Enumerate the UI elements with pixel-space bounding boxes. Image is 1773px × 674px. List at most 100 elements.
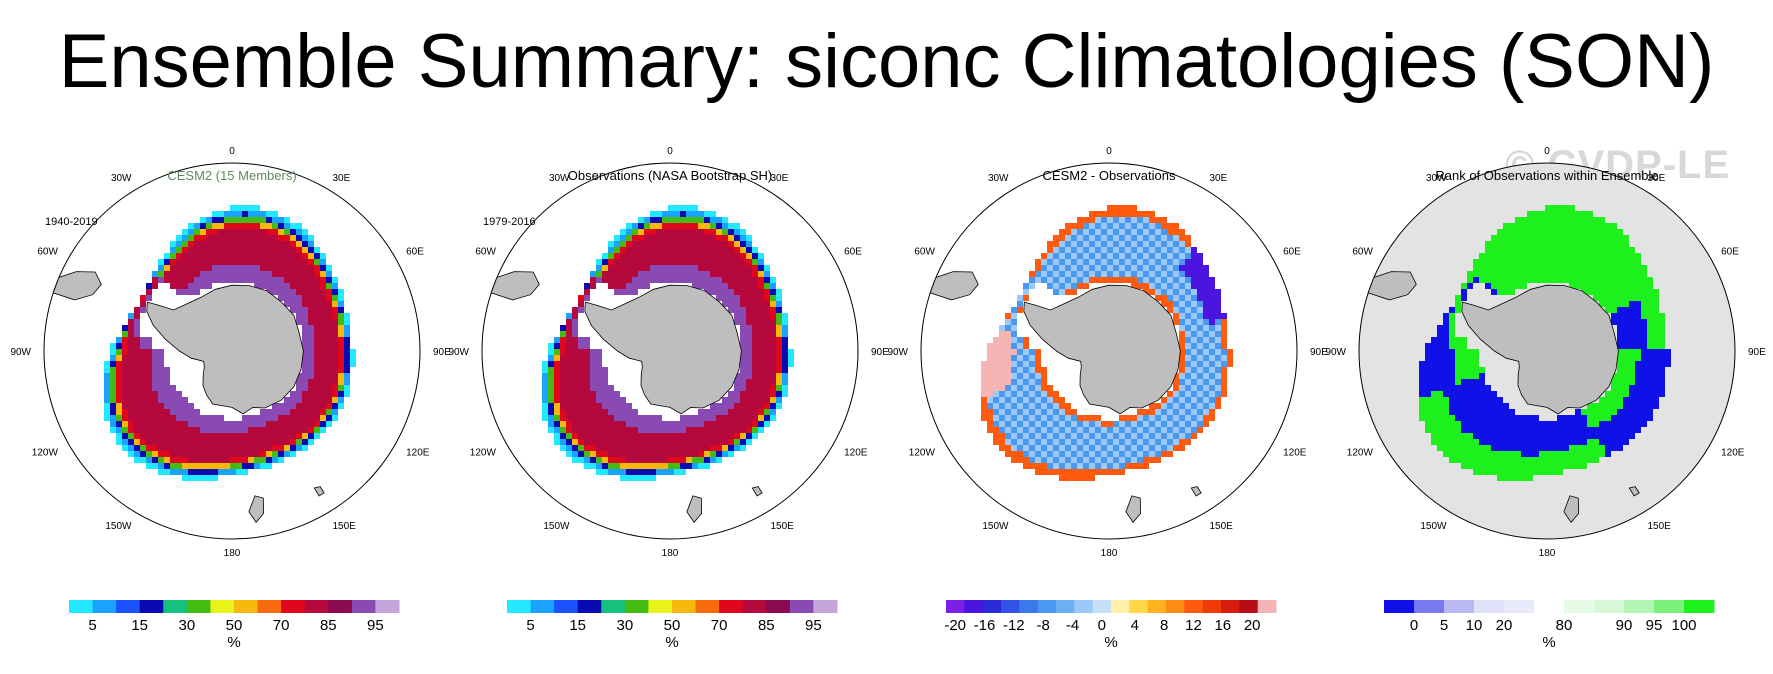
ice-cell <box>674 277 680 283</box>
ice-cell <box>993 343 999 349</box>
ice-cell <box>1437 331 1443 337</box>
ice-cell <box>194 469 200 475</box>
ice-cell <box>1179 319 1185 325</box>
ice-cell <box>242 277 248 283</box>
ice-cell <box>128 349 134 355</box>
ice-cell <box>1071 259 1077 265</box>
ice-cell <box>1605 289 1611 295</box>
ice-cell <box>590 433 596 439</box>
ice-cell <box>710 445 716 451</box>
ice-cell <box>1497 241 1503 247</box>
ice-cell <box>350 355 356 361</box>
ice-cell <box>614 259 620 265</box>
ice-cell <box>1047 409 1053 415</box>
ice-cell <box>236 253 242 259</box>
ice-cell <box>1017 385 1023 391</box>
ice-cell <box>1617 367 1623 373</box>
ice-cell <box>1185 271 1191 277</box>
ice-cell <box>224 211 230 217</box>
ice-cell <box>128 379 134 385</box>
ice-cell <box>1107 463 1113 469</box>
ice-cell <box>1029 379 1035 385</box>
ice-cell <box>194 235 200 241</box>
ice-cell <box>200 265 206 271</box>
ice-cell <box>1503 421 1509 427</box>
ice-cell <box>740 289 746 295</box>
ice-cell <box>1425 415 1431 421</box>
ice-cell <box>981 385 987 391</box>
ice-cell <box>620 439 626 445</box>
ice-cell <box>320 283 326 289</box>
ice-cell <box>770 355 776 361</box>
ice-cell <box>302 415 308 421</box>
ice-cell <box>722 283 728 289</box>
ice-cell <box>104 385 110 391</box>
ice-cell <box>1473 457 1479 463</box>
ice-cell <box>722 451 728 457</box>
ice-cell <box>146 421 152 427</box>
ice-cell <box>1515 241 1521 247</box>
ice-cell <box>578 451 584 457</box>
ice-cell <box>1623 361 1629 367</box>
ice-cell <box>590 403 596 409</box>
ice-cell <box>326 313 332 319</box>
ice-cell <box>1101 421 1107 427</box>
ice-cell <box>1563 205 1569 211</box>
ice-cell <box>1641 373 1647 379</box>
ice-cell <box>614 469 620 475</box>
colorbar-swatch <box>946 600 965 613</box>
ice-cell <box>272 289 278 295</box>
ice-cell <box>302 235 308 241</box>
colorbar-swatch <box>766 600 791 613</box>
ice-cell <box>266 433 272 439</box>
ice-cell <box>1221 325 1227 331</box>
ice-cell <box>692 253 698 259</box>
ice-cell <box>1041 433 1047 439</box>
ice-cell <box>134 343 140 349</box>
ice-cell <box>1449 439 1455 445</box>
ice-cell <box>1227 355 1233 361</box>
ice-cell <box>1521 463 1527 469</box>
ice-cell <box>1143 265 1149 271</box>
ice-cell <box>1485 427 1491 433</box>
ice-cell <box>716 439 722 445</box>
ice-cell <box>140 457 146 463</box>
ice-cell <box>608 241 614 247</box>
ice-cell <box>1131 205 1137 211</box>
ice-cell <box>590 385 596 391</box>
ice-cell <box>1539 259 1545 265</box>
ice-cell <box>1023 415 1029 421</box>
ice-cell <box>134 427 140 433</box>
ice-cell <box>1449 313 1455 319</box>
new-zealand-landmass <box>1563 495 1580 523</box>
ice-cell <box>1131 277 1137 283</box>
ice-cell <box>302 391 308 397</box>
ice-cell <box>164 379 170 385</box>
ice-cell <box>644 439 650 445</box>
ice-cell <box>752 391 758 397</box>
ice-cell <box>1017 373 1023 379</box>
colorbar-swatch <box>1056 600 1075 613</box>
ice-cell <box>1179 373 1185 379</box>
ice-cell <box>140 451 146 457</box>
ice-cell <box>1167 427 1173 433</box>
ice-cell <box>1527 211 1533 217</box>
ice-cell <box>236 421 242 427</box>
colorbar-swatch <box>742 600 767 613</box>
ice-cell <box>1047 463 1053 469</box>
ice-cell <box>987 385 993 391</box>
ice-cell <box>764 397 770 403</box>
ice-cell <box>1209 295 1215 301</box>
ice-cell <box>1557 469 1563 475</box>
ice-cell <box>1575 415 1581 421</box>
ice-cell <box>746 277 752 283</box>
ice-cell <box>1059 469 1065 475</box>
ice-cell <box>572 409 578 415</box>
ice-cell <box>1443 439 1449 445</box>
ice-cell <box>1029 421 1035 427</box>
ice-cell <box>674 451 680 457</box>
ice-cell <box>1485 397 1491 403</box>
ice-cell <box>260 427 266 433</box>
ice-cell <box>260 277 266 283</box>
ice-cell <box>1035 415 1041 421</box>
